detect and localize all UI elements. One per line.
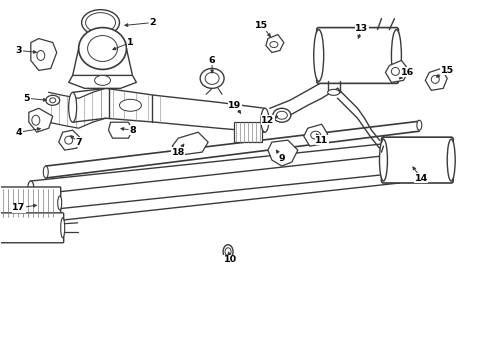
Text: 5: 5 bbox=[24, 94, 30, 103]
Ellipse shape bbox=[396, 142, 402, 154]
Ellipse shape bbox=[223, 245, 233, 259]
Polygon shape bbox=[31, 39, 57, 71]
Ellipse shape bbox=[26, 212, 31, 224]
Ellipse shape bbox=[86, 13, 116, 32]
Text: 3: 3 bbox=[16, 46, 22, 55]
Ellipse shape bbox=[392, 67, 399, 75]
Ellipse shape bbox=[392, 30, 401, 81]
Ellipse shape bbox=[88, 36, 118, 62]
Polygon shape bbox=[266, 35, 284, 53]
Ellipse shape bbox=[50, 98, 56, 103]
Polygon shape bbox=[268, 140, 298, 166]
Ellipse shape bbox=[447, 139, 455, 181]
Text: 10: 10 bbox=[223, 255, 237, 264]
Text: 15: 15 bbox=[441, 66, 454, 75]
Text: 12: 12 bbox=[261, 116, 274, 125]
Polygon shape bbox=[425, 68, 447, 90]
Text: 19: 19 bbox=[228, 101, 242, 110]
Ellipse shape bbox=[32, 115, 40, 125]
Ellipse shape bbox=[225, 248, 231, 256]
Polygon shape bbox=[304, 124, 328, 146]
Ellipse shape bbox=[43, 166, 48, 178]
Ellipse shape bbox=[431, 75, 439, 84]
Text: 2: 2 bbox=[149, 18, 156, 27]
Ellipse shape bbox=[200, 68, 224, 88]
Text: 7: 7 bbox=[75, 138, 82, 147]
Text: 15: 15 bbox=[255, 21, 269, 30]
Polygon shape bbox=[108, 122, 132, 138]
Ellipse shape bbox=[61, 218, 65, 238]
Ellipse shape bbox=[65, 136, 73, 144]
Text: 18: 18 bbox=[172, 148, 185, 157]
Ellipse shape bbox=[69, 92, 76, 122]
Ellipse shape bbox=[82, 10, 120, 36]
Ellipse shape bbox=[276, 111, 287, 119]
Ellipse shape bbox=[28, 181, 34, 195]
Text: 14: 14 bbox=[415, 174, 428, 183]
FancyBboxPatch shape bbox=[0, 187, 61, 219]
Ellipse shape bbox=[328, 89, 340, 95]
Text: 9: 9 bbox=[278, 154, 285, 163]
Polygon shape bbox=[386, 60, 409, 82]
Text: 4: 4 bbox=[16, 128, 22, 137]
Text: 1: 1 bbox=[127, 38, 134, 47]
Polygon shape bbox=[29, 108, 53, 132]
Polygon shape bbox=[69, 75, 136, 88]
Text: 13: 13 bbox=[355, 24, 368, 33]
Ellipse shape bbox=[37, 50, 45, 60]
Text: 8: 8 bbox=[129, 126, 136, 135]
FancyBboxPatch shape bbox=[382, 137, 453, 183]
Text: 6: 6 bbox=[209, 56, 216, 65]
Ellipse shape bbox=[78, 28, 126, 69]
FancyBboxPatch shape bbox=[317, 28, 398, 84]
Ellipse shape bbox=[95, 75, 111, 85]
Ellipse shape bbox=[58, 196, 62, 210]
Ellipse shape bbox=[261, 108, 269, 132]
Polygon shape bbox=[59, 130, 81, 150]
Ellipse shape bbox=[205, 72, 219, 84]
Ellipse shape bbox=[46, 95, 60, 105]
Text: 17: 17 bbox=[12, 203, 25, 212]
Ellipse shape bbox=[397, 173, 402, 183]
Text: 11: 11 bbox=[315, 136, 328, 145]
Ellipse shape bbox=[270, 41, 278, 48]
Ellipse shape bbox=[120, 99, 142, 111]
Ellipse shape bbox=[311, 131, 321, 139]
Polygon shape bbox=[234, 122, 262, 142]
FancyBboxPatch shape bbox=[0, 213, 64, 243]
Text: 16: 16 bbox=[401, 68, 414, 77]
Ellipse shape bbox=[273, 108, 291, 122]
Ellipse shape bbox=[379, 139, 388, 181]
Ellipse shape bbox=[417, 120, 422, 130]
Ellipse shape bbox=[314, 30, 324, 81]
Polygon shape bbox=[172, 132, 208, 155]
